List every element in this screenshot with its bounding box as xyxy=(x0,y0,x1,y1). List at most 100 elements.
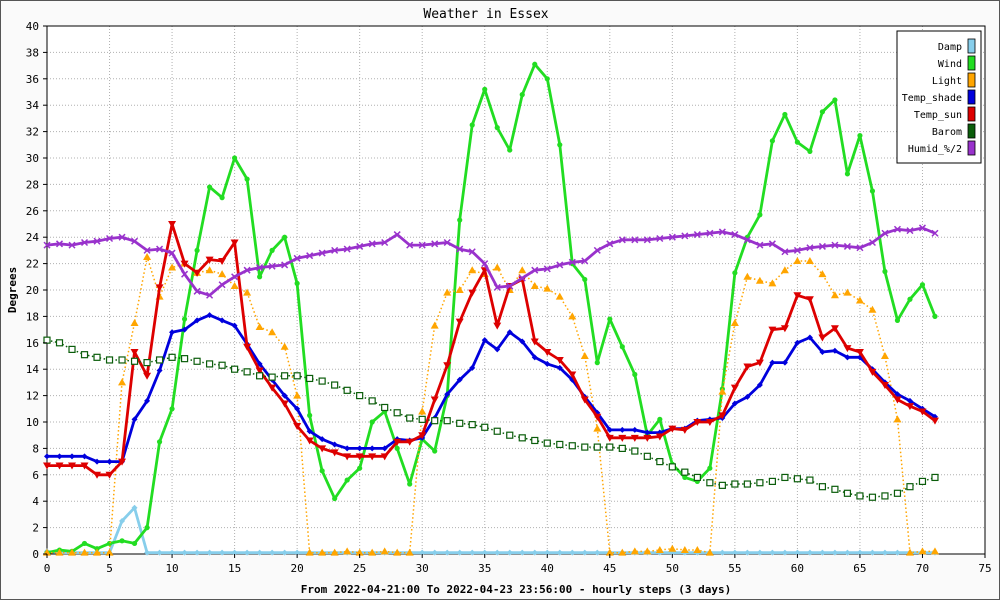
data-point-temp-shade xyxy=(519,338,526,345)
data-point-temp-shade xyxy=(306,428,313,435)
x-tick-label: 55 xyxy=(728,562,741,575)
data-point-temp-sun xyxy=(155,284,164,292)
y-tick-label: 12 xyxy=(26,390,39,403)
data-point-temp-shade xyxy=(69,453,76,460)
x-tick-label: 40 xyxy=(541,562,554,575)
data-point-temp-shade xyxy=(219,317,226,324)
data-point-humid-2 xyxy=(718,228,726,236)
data-point-damp xyxy=(569,549,576,556)
data-point-temp-sun xyxy=(205,256,214,264)
data-point-humid-2 xyxy=(481,260,489,268)
data-point-light xyxy=(280,342,289,350)
data-point-humid-2 xyxy=(43,241,51,249)
data-point-wind xyxy=(932,313,938,319)
data-point-wind xyxy=(394,445,400,451)
data-point-damp xyxy=(431,549,438,556)
data-point-temp-sun xyxy=(768,326,777,334)
data-point-wind xyxy=(432,448,438,454)
data-point-temp-shade xyxy=(44,453,50,460)
legend-label-wind: Wind xyxy=(938,59,962,70)
data-point-damp xyxy=(444,549,451,556)
data-point-temp-sun xyxy=(655,433,664,441)
data-point-damp xyxy=(506,549,513,556)
data-point-temp-shade xyxy=(444,391,451,398)
data-point-barom xyxy=(843,489,852,497)
data-point-barom xyxy=(105,356,114,364)
y-axis-label: Degrees xyxy=(6,267,19,313)
data-point-light xyxy=(730,319,739,326)
data-point-barom xyxy=(768,477,776,485)
data-point-humid-2 xyxy=(806,244,814,252)
data-point-wind xyxy=(282,234,288,240)
data-point-humid-2 xyxy=(743,236,751,244)
data-point-temp-shade xyxy=(769,359,776,366)
data-point-wind xyxy=(507,147,513,153)
data-point-temp-sun xyxy=(855,349,864,357)
data-point-light xyxy=(330,548,339,556)
y-tick-label: 4 xyxy=(32,495,39,508)
data-point-temp-shade xyxy=(169,329,176,336)
data-point-light xyxy=(693,546,702,554)
legend-swatch-wind xyxy=(967,55,976,71)
data-point-light xyxy=(543,284,552,292)
data-point-wind xyxy=(119,538,125,544)
data-point-damp xyxy=(231,549,238,556)
legend-label-temp-sun: Temp_sun xyxy=(914,110,962,121)
data-point-temp-sun xyxy=(580,396,589,404)
data-point-barom xyxy=(756,479,764,487)
data-point-temp-sun xyxy=(105,471,114,479)
y-tick-label: 38 xyxy=(26,46,39,59)
x-tick-label: 35 xyxy=(478,562,491,575)
data-point-temp-sun xyxy=(93,471,102,479)
data-point-light xyxy=(643,547,652,555)
data-point-humid-2 xyxy=(243,266,251,274)
data-point-humid-2 xyxy=(456,245,464,253)
data-point-wind xyxy=(169,406,175,412)
data-point-temp-shade xyxy=(631,426,638,433)
data-point-wind xyxy=(257,274,263,280)
data-point-temp-sun xyxy=(843,345,852,353)
data-point-humid-2 xyxy=(431,240,439,248)
data-point-barom xyxy=(793,475,802,483)
data-point-wind xyxy=(707,465,713,471)
x-tick-label: 15 xyxy=(228,562,241,575)
data-point-temp-sun xyxy=(493,322,502,330)
data-point-temp-shade xyxy=(906,397,913,404)
y-tick-label: 34 xyxy=(26,99,40,112)
data-point-barom xyxy=(718,481,726,489)
data-point-barom xyxy=(155,356,164,364)
legend-swatch-temp-sun xyxy=(967,106,976,122)
data-point-barom xyxy=(531,436,539,445)
legend-label-damp: Damp xyxy=(938,42,962,53)
data-point-light xyxy=(393,548,402,556)
data-point-temp-sun xyxy=(243,343,252,351)
data-point-temp-sun xyxy=(330,449,339,457)
data-point-wind xyxy=(307,412,313,418)
data-point-light xyxy=(893,415,902,423)
legend-label-temp-shade: Temp_shade xyxy=(902,93,962,104)
data-point-humid-2 xyxy=(493,283,501,291)
data-point-humid-2 xyxy=(581,257,589,265)
data-point-barom xyxy=(468,421,476,429)
data-point-wind xyxy=(832,97,838,103)
data-point-temp-sun xyxy=(530,338,539,346)
data-point-temp-sun xyxy=(593,413,602,421)
data-point-barom xyxy=(506,431,514,439)
x-tick-label: 60 xyxy=(791,562,804,575)
data-point-temp-shade xyxy=(106,458,113,465)
data-point-light xyxy=(355,548,364,556)
data-point-wind xyxy=(232,155,238,161)
data-point-barom xyxy=(368,397,376,405)
data-point-light xyxy=(205,266,214,274)
data-point-damp xyxy=(731,549,738,556)
data-point-barom xyxy=(55,339,64,347)
data-point-temp-sun xyxy=(168,221,177,228)
data-point-wind xyxy=(469,122,475,128)
data-point-temp-sun xyxy=(743,363,752,371)
data-point-barom xyxy=(68,345,76,353)
data-point-humid-2 xyxy=(143,246,151,254)
data-point-temp-sun xyxy=(230,239,239,247)
data-point-light xyxy=(843,288,852,296)
data-point-temp-shade xyxy=(194,317,201,324)
data-point-humid-2 xyxy=(281,261,289,269)
